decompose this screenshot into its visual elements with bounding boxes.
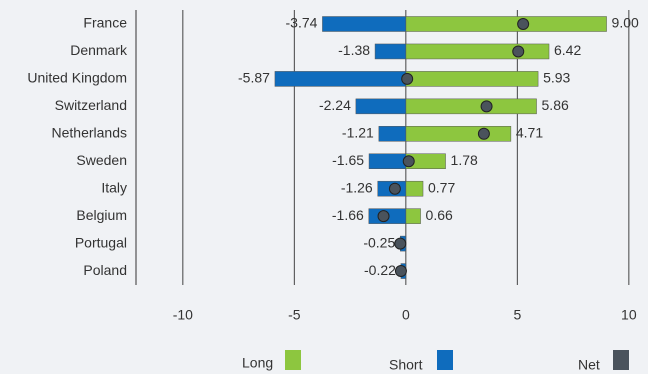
value-label: -1.38 — [338, 42, 370, 58]
y-tick-label: Italy — [101, 179, 127, 195]
value-label: -0.25 — [363, 234, 395, 250]
value-label: 9.00 — [612, 15, 639, 31]
value-label: -0.22 — [364, 262, 396, 278]
x-tick-label: 5 — [513, 307, 521, 323]
value-label: -2.24 — [319, 97, 351, 113]
y-tick-label: United Kingdom — [27, 70, 127, 86]
legend-swatch — [613, 350, 629, 370]
y-tick-label: Denmark — [70, 42, 128, 58]
value-label: 1.78 — [451, 152, 478, 168]
value-label: -3.74 — [286, 15, 318, 31]
net-dot — [477, 127, 490, 140]
bar — [405, 43, 550, 60]
value-label: 5.93 — [543, 70, 570, 86]
legend-swatch — [285, 350, 301, 370]
y-tick-label: Switzerland — [55, 97, 127, 113]
y-tick-label: Poland — [83, 262, 127, 278]
bar — [405, 71, 539, 87]
x-tick-label: -10 — [173, 307, 193, 323]
value-label: 5.86 — [542, 97, 569, 113]
bar — [405, 98, 537, 115]
bar — [374, 43, 407, 60]
bar — [405, 208, 421, 224]
legend-label: Long — [242, 355, 273, 371]
x-tick-label: -5 — [288, 307, 301, 323]
y-tick-label: Portugal — [75, 234, 127, 250]
bar — [274, 71, 407, 87]
bar — [322, 16, 407, 32]
value-label: 0.77 — [428, 179, 455, 195]
legend-swatch — [437, 350, 453, 370]
net-dot — [388, 182, 401, 195]
y-tick-label: Netherlands — [52, 125, 128, 141]
value-label: 4.71 — [516, 125, 543, 141]
net-dot — [401, 72, 414, 85]
value-label: -1.66 — [332, 207, 364, 223]
legend-label: Short — [389, 357, 423, 373]
y-tick-label: France — [83, 15, 127, 31]
net-dot — [517, 18, 530, 30]
net-dot — [394, 265, 407, 278]
bar — [405, 16, 607, 32]
value-label: -1.21 — [342, 125, 374, 141]
legend-label: Net — [578, 357, 600, 373]
bar — [405, 126, 512, 142]
bar — [355, 98, 407, 115]
net-dot — [512, 45, 525, 58]
value-label: -5.87 — [238, 70, 270, 86]
bar — [378, 126, 407, 142]
bar — [368, 153, 407, 169]
net-dot — [377, 210, 390, 223]
net-dot — [394, 237, 407, 250]
y-tick-label: Sweden — [76, 152, 127, 168]
value-label: 6.42 — [554, 42, 581, 58]
y-tick-label: Belgium — [76, 207, 127, 223]
net-dot — [480, 100, 493, 113]
x-tick-label: 0 — [402, 307, 410, 323]
bar — [405, 180, 424, 197]
value-label: 0.66 — [426, 207, 453, 223]
net-dot — [402, 155, 415, 168]
value-label: -1.65 — [332, 152, 364, 168]
value-label: -1.26 — [341, 179, 373, 195]
x-tick-label: 10 — [621, 307, 637, 323]
